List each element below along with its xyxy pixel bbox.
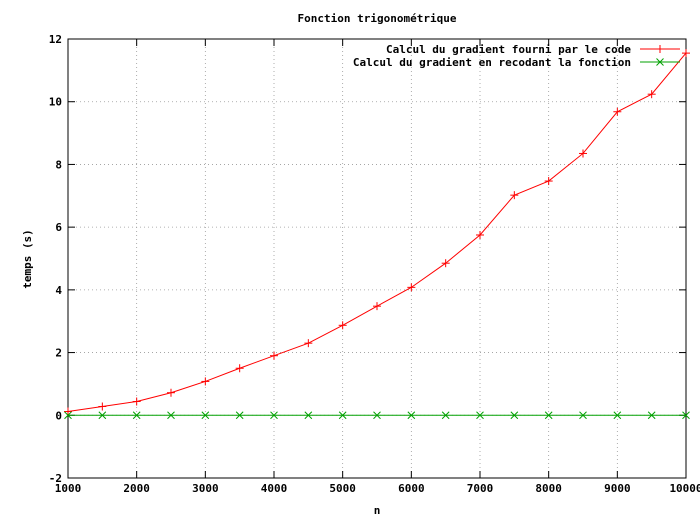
data-point — [682, 411, 690, 420]
data-point — [647, 90, 656, 99]
x-tick-label: 2000 — [123, 482, 150, 495]
data-point — [235, 411, 244, 420]
x-tick-label: 4000 — [261, 482, 288, 495]
marker-stroke — [201, 411, 210, 420]
data-point — [132, 411, 141, 420]
x-tick-label: 10000 — [669, 482, 700, 495]
y-tick-label: 10 — [49, 96, 62, 109]
y-tick-label: 2 — [55, 347, 62, 360]
y-tick-label: 0 — [55, 409, 62, 422]
series-line — [67, 52, 687, 413]
legend-label-series-2: Calcul du gradient en recodant la foncti… — [353, 56, 631, 69]
x-tick-label: 3000 — [192, 482, 219, 495]
marker-stroke — [579, 411, 587, 420]
data-point — [304, 411, 313, 420]
data-point — [476, 411, 484, 420]
data-point — [167, 411, 175, 420]
data-point — [441, 259, 450, 268]
marker-stroke — [304, 411, 313, 420]
grid — [68, 39, 686, 478]
marker-stroke — [544, 411, 553, 420]
marker-stroke — [132, 411, 141, 420]
data-point — [270, 411, 278, 420]
data-point — [304, 339, 313, 348]
data-point — [270, 351, 278, 360]
x-tick-label: 8000 — [535, 482, 562, 495]
marker-stroke — [338, 411, 347, 420]
chart-title: Fonction trigonométrique — [298, 12, 457, 25]
y-tick-label: 12 — [49, 33, 62, 46]
data-point — [201, 377, 210, 386]
marker-stroke — [656, 58, 664, 66]
x-tick-label: 7000 — [467, 482, 494, 495]
marker-stroke — [98, 411, 107, 420]
data-point — [132, 397, 141, 406]
data-point — [510, 411, 519, 420]
data-point — [579, 149, 587, 158]
data-point — [235, 364, 244, 373]
data-point — [682, 49, 690, 58]
y-tick-label: 8 — [55, 158, 62, 171]
data-point — [64, 411, 72, 420]
data-point — [373, 302, 381, 311]
y-tick-label: 4 — [55, 284, 62, 297]
marker-stroke — [270, 411, 278, 420]
data-point — [98, 402, 107, 411]
data-point — [98, 411, 107, 420]
marker-stroke — [682, 411, 690, 420]
marker-stroke — [441, 411, 450, 420]
marker-stroke — [647, 411, 656, 420]
data-point — [64, 407, 72, 416]
data-point — [201, 411, 210, 420]
marker-stroke — [235, 411, 244, 420]
legend: Calcul du gradient fourni par le code Ca… — [353, 43, 680, 69]
data-point — [338, 411, 347, 420]
marker-stroke — [476, 411, 484, 420]
series-1 — [64, 49, 690, 416]
y-axis-label: temps (s) — [21, 229, 34, 289]
marker-stroke — [167, 411, 175, 420]
data-point — [510, 191, 519, 200]
marker-stroke — [373, 411, 381, 420]
y-tick-label: -2 — [49, 472, 62, 485]
data-point — [613, 107, 622, 116]
marker-stroke — [64, 411, 72, 420]
data-point — [544, 177, 553, 186]
y-tick-label: 6 — [55, 221, 62, 234]
data-point — [613, 411, 622, 420]
data-point — [407, 411, 416, 420]
legend-label-series-1: Calcul du gradient fourni par le code — [386, 43, 631, 56]
data-point — [544, 411, 553, 420]
x-tick-label: 1000 — [55, 482, 82, 495]
series-layer — [64, 49, 690, 420]
data-point — [167, 388, 175, 397]
marker-stroke — [510, 411, 519, 420]
x-tick-label: 5000 — [329, 482, 356, 495]
data-point — [476, 230, 484, 239]
marker-stroke — [613, 411, 622, 420]
marker-stroke — [407, 411, 416, 420]
legend-swatch-marker — [656, 58, 664, 66]
x-tick-label: 9000 — [604, 482, 631, 495]
data-point — [441, 411, 450, 420]
x-tick-label: 6000 — [398, 482, 425, 495]
legend-swatch-marker — [656, 45, 664, 53]
series-2 — [64, 411, 690, 420]
data-point — [338, 321, 347, 330]
x-axis-label: n — [374, 504, 381, 517]
data-point — [373, 411, 381, 420]
data-point — [407, 283, 416, 292]
data-point — [579, 411, 587, 420]
axis-ticks: 1000 2000 3000 4000 5000 6000 7000 8000 9000 1000… — [49, 33, 700, 495]
plot-frame — [67, 38, 687, 479]
data-point — [647, 411, 656, 420]
